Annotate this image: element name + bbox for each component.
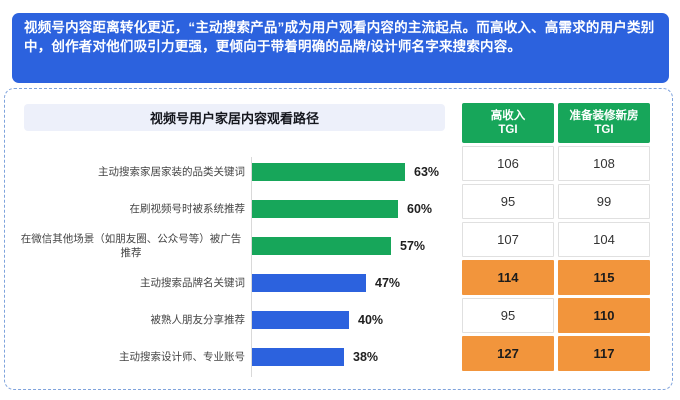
value-label: 38% (353, 349, 379, 364)
category-label: 主动搜索家居家装的品类关键词 (98, 165, 245, 178)
bar (252, 199, 398, 218)
value-label: 63% (414, 164, 440, 179)
value-label: 57% (400, 238, 426, 253)
value-label: 40% (358, 312, 384, 327)
insight-banner-text: 视频号内容距离转化更近，“主动搜索产品”成为用户观看内容的主流起点。而高收入、高… (24, 20, 655, 55)
chart-row: 主动搜索品牌名关键词 47% (14, 264, 454, 301)
tgi-cell: 95 (462, 184, 554, 219)
chart-row: 在微信其他场景（如朋友圈、公众号等）被广告推荐 57% (14, 227, 454, 264)
category-label: 在刷视频号时被系统推荐 (129, 202, 246, 215)
tgi-cell: 95 (462, 298, 554, 333)
bar (252, 236, 391, 255)
insight-banner: 视频号内容距离转化更近，“主动搜索产品”成为用户观看内容的主流起点。而高收入、高… (12, 13, 669, 83)
table-header-high-income: 高收入 TGI (462, 103, 554, 143)
tgi-cell: 99 (558, 184, 650, 219)
chart-row: 在刷视频号时被系统推荐 60% (14, 190, 454, 227)
chart-title: 视频号用户家居内容观看路径 (149, 111, 319, 126)
tgi-cell: 114 (462, 260, 554, 295)
tgi-cell: 107 (462, 222, 554, 257)
chart-row: 主动搜索家居家装的品类关键词 63% (14, 153, 454, 190)
chart-axis-line (251, 157, 252, 377)
bar (252, 310, 349, 329)
category-label: 被熟人朋友分享推荐 (150, 313, 246, 326)
tgi-cell: 110 (558, 298, 650, 333)
value-label: 60% (407, 201, 433, 216)
chart-row: 主动搜索设计师、专业账号 38% (14, 338, 454, 375)
tgi-cell: 117 (558, 336, 650, 371)
bar (252, 347, 344, 366)
table-header-new-home: 准备装修新房 TGI (558, 103, 650, 143)
bar (252, 273, 366, 292)
category-label: 主动搜索品牌名关键词 (140, 276, 245, 289)
tgi-cell: 108 (558, 146, 650, 181)
tgi-cell: 106 (462, 146, 554, 181)
tgi-table: 高收入 TGI 准备装修新房 TGI 106 108 95 99 107 104… (462, 103, 650, 371)
category-label: 主动搜索设计师、专业账号 (119, 350, 245, 363)
tgi-cell: 115 (558, 260, 650, 295)
bar-chart: 主动搜索家居家装的品类关键词 63% 在刷视频号时被系统推荐 60% 在微信其他… (14, 153, 454, 375)
chart-row: 被熟人朋友分享推荐 40% (14, 301, 454, 338)
bar (252, 162, 405, 181)
tgi-cell: 127 (462, 336, 554, 371)
category-label: 在微信其他场景（如朋友圈、公众号等）被广告推荐 (20, 232, 242, 259)
value-label: 47% (375, 275, 401, 290)
tgi-cell: 104 (558, 222, 650, 257)
panel-title-bar: 视频号用户家居内容观看路径 (24, 104, 445, 131)
